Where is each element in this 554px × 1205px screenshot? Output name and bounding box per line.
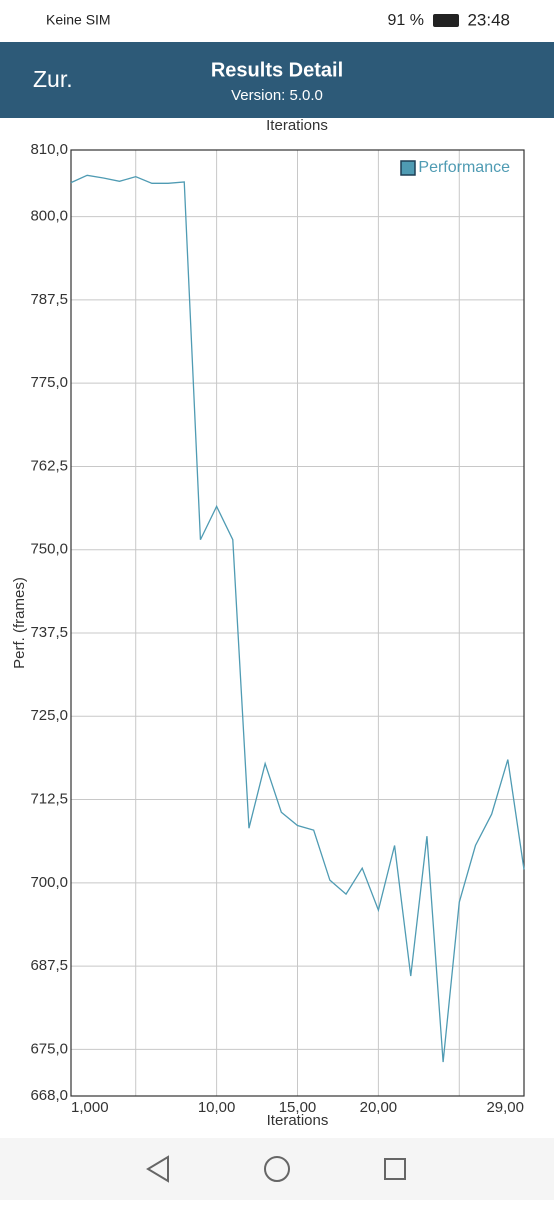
x-axis-label: Iterations	[267, 1112, 329, 1129]
battery-level: 91 %	[388, 12, 424, 29]
y-axis-label: Perf. (frames)	[11, 577, 28, 669]
battery-icon	[433, 14, 459, 27]
legend-swatch	[400, 160, 416, 176]
x-tick-label: 29,00	[486, 1099, 524, 1116]
clock: 23:48	[467, 10, 510, 29]
y-tick-label: 700,0	[30, 874, 68, 891]
y-tick-label: 800,0	[30, 208, 68, 225]
y-tick-label: 750,0	[30, 541, 68, 558]
back-button[interactable]: Zur.	[33, 66, 73, 92]
nav-bar	[0, 1138, 554, 1200]
y-tick-label: 668,0	[30, 1087, 68, 1104]
nav-home[interactable]	[264, 1156, 290, 1182]
y-tick-label: 725,0	[30, 707, 68, 724]
x-tick-label: 20,00	[360, 1099, 398, 1116]
carrier: Keine SIM	[46, 12, 111, 28]
header-title: Results Detail	[211, 59, 343, 81]
y-tick-label: 775,0	[30, 374, 68, 391]
x-tick-label: 1,000	[71, 1099, 109, 1116]
partial-x-label: Iterations	[266, 117, 328, 134]
nav-recent[interactable]	[384, 1158, 406, 1180]
y-tick-label: 675,0	[30, 1040, 68, 1057]
status-bar	[0, 0, 554, 42]
x-tick-label: 10,00	[198, 1099, 236, 1116]
y-tick-label: 762,5	[30, 457, 68, 474]
y-tick-label: 737,5	[30, 624, 68, 641]
y-tick-label: 712,5	[30, 791, 68, 808]
y-tick-label: 687,5	[30, 957, 68, 974]
nav-back[interactable]	[146, 1155, 169, 1183]
x-tick-label: 15,00	[279, 1099, 317, 1116]
y-tick-label: 787,5	[30, 291, 68, 308]
series-line	[70, 174, 525, 1063]
plot-border	[70, 149, 525, 1097]
header-subtitle: Version: 5.0.0	[231, 87, 323, 104]
y-tick-label: 810,0	[30, 141, 68, 158]
app-header	[0, 42, 554, 118]
legend-label: Performance	[418, 159, 510, 176]
